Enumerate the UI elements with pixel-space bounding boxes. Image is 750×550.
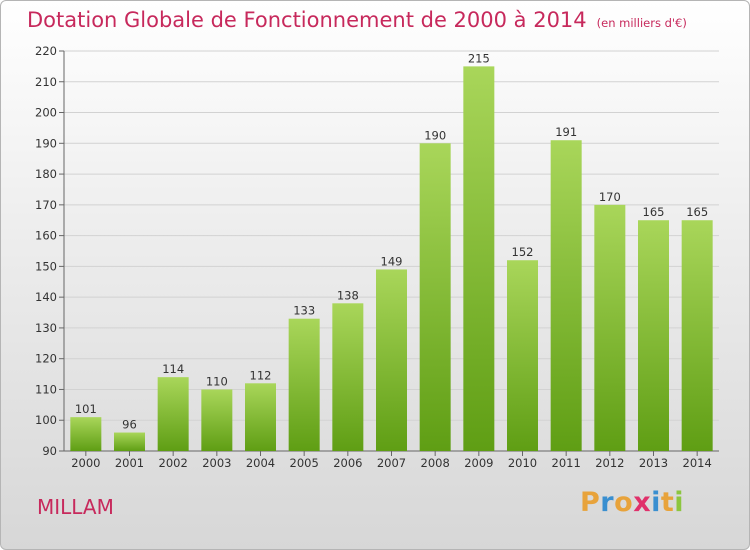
data-label: 152 bbox=[512, 245, 534, 259]
x-tick-label: 2002 bbox=[159, 456, 188, 470]
data-label: 112 bbox=[250, 368, 272, 382]
x-tick-label: 2003 bbox=[202, 456, 231, 470]
logo-letter: o bbox=[614, 487, 634, 518]
chart-title: Dotation Globale de Fonctionnement de 20… bbox=[27, 8, 687, 32]
logo-letter: P bbox=[580, 487, 601, 518]
bar bbox=[594, 204, 626, 451]
data-label: 114 bbox=[162, 362, 184, 376]
y-tick-label: 150 bbox=[35, 259, 57, 273]
x-tick-label: 2014 bbox=[683, 456, 712, 470]
data-label: 190 bbox=[424, 128, 446, 142]
x-tick-label: 2008 bbox=[421, 456, 450, 470]
bar bbox=[114, 432, 145, 451]
data-label: 96 bbox=[122, 418, 137, 432]
x-tick-label: 2011 bbox=[552, 456, 581, 470]
bar bbox=[681, 220, 713, 451]
data-label: 165 bbox=[686, 205, 708, 219]
x-tick-label: 2004 bbox=[246, 456, 275, 470]
x-tick-label: 2000 bbox=[71, 456, 100, 470]
x-tick-label: 2012 bbox=[595, 456, 624, 470]
y-tick-label: 120 bbox=[35, 352, 57, 366]
bar bbox=[376, 269, 407, 451]
y-tick-label: 140 bbox=[35, 290, 57, 304]
logo-letter: i bbox=[651, 487, 661, 518]
data-label: 215 bbox=[468, 51, 490, 65]
axes: 90 100 110 120 130 140 150 160 170 180 190 200 210 22… bbox=[35, 44, 719, 470]
data-labels: 101 96 114 110 112 133 138 149 190 215 152 191 170 16… bbox=[75, 51, 708, 431]
y-tick-label: 200 bbox=[35, 106, 57, 120]
data-label: 101 bbox=[75, 402, 97, 416]
y-tick-label: 170 bbox=[35, 198, 57, 212]
bar bbox=[332, 303, 364, 451]
bar bbox=[638, 220, 669, 451]
x-tick-label: 2005 bbox=[290, 456, 319, 470]
y-tick-label: 160 bbox=[35, 229, 57, 243]
bar bbox=[507, 260, 538, 451]
data-label: 133 bbox=[293, 304, 315, 318]
data-label: 149 bbox=[381, 254, 403, 268]
data-label: 110 bbox=[206, 374, 228, 388]
bar bbox=[201, 389, 233, 451]
bar bbox=[550, 140, 582, 451]
y-tick-label: 90 bbox=[42, 444, 57, 458]
y-tick-label: 100 bbox=[35, 413, 57, 427]
logo-letter: r bbox=[600, 487, 615, 518]
x-tick-label: 2010 bbox=[508, 456, 537, 470]
data-label: 170 bbox=[599, 190, 621, 204]
x-tick-label: 2009 bbox=[464, 456, 493, 470]
city-name: MILLAM bbox=[37, 495, 114, 519]
bar bbox=[70, 417, 102, 451]
data-label: 191 bbox=[555, 125, 577, 139]
data-label: 138 bbox=[337, 288, 359, 302]
bar bbox=[463, 66, 495, 451]
x-tick-label: 2001 bbox=[115, 456, 144, 470]
data-label: 165 bbox=[643, 205, 665, 219]
y-tick-label: 110 bbox=[35, 382, 57, 396]
x-tick-label: 2007 bbox=[377, 456, 406, 470]
bar bbox=[288, 318, 320, 451]
logo-letter: i bbox=[674, 487, 685, 518]
proxiti-logo: Proxiti bbox=[580, 487, 684, 518]
bar bbox=[245, 383, 276, 451]
y-tick-label: 220 bbox=[35, 44, 57, 58]
chart-title-text: Dotation Globale de Fonctionnement de 20… bbox=[27, 8, 587, 32]
x-tick-label: 2013 bbox=[639, 456, 668, 470]
bar bbox=[419, 143, 451, 452]
chart-unit: (en milliers d'€) bbox=[596, 16, 687, 30]
x-tick-label: 2006 bbox=[333, 456, 362, 470]
y-tick-label: 180 bbox=[35, 167, 57, 181]
bar bbox=[157, 377, 189, 451]
logo-letter: t bbox=[660, 487, 675, 518]
y-tick-label: 190 bbox=[35, 136, 57, 150]
y-tick-label: 210 bbox=[35, 75, 57, 89]
bars bbox=[70, 66, 713, 452]
y-tick-label: 130 bbox=[35, 321, 57, 335]
logo-letter: x bbox=[633, 487, 652, 518]
